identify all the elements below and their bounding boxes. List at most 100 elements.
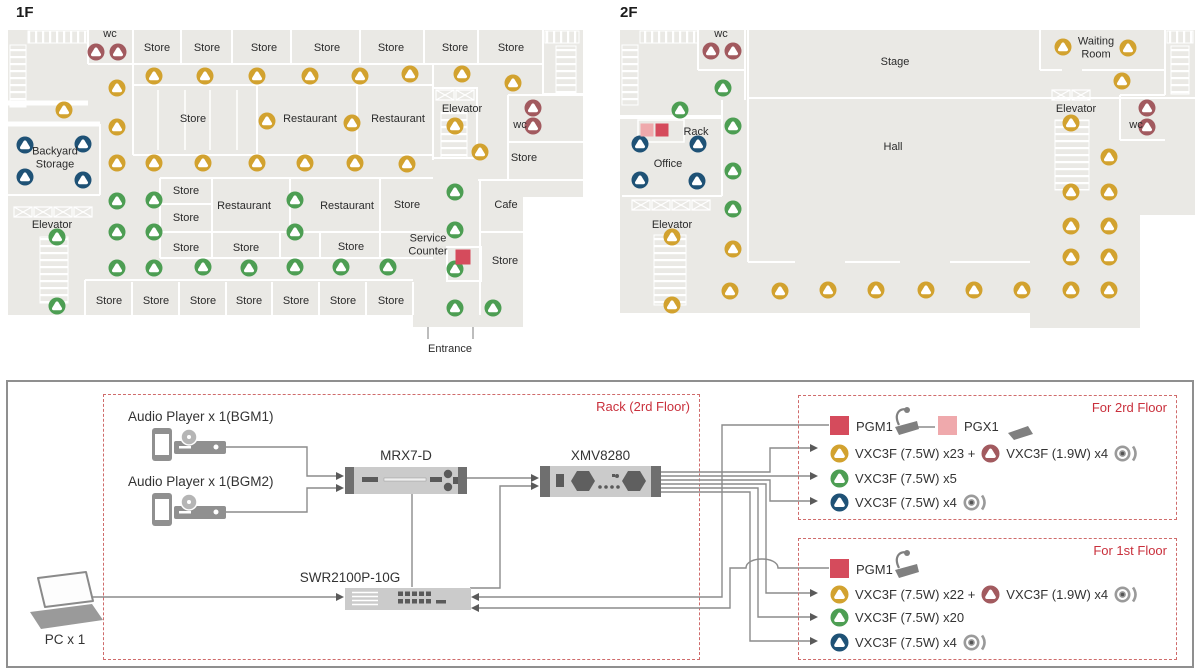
speaker-group-row: VXC3F (7.5W) x4	[799, 632, 989, 652]
speaker-icon-navy	[830, 493, 849, 511]
speaker-icon-navy	[689, 135, 707, 153]
speaker-icon-yellow	[446, 117, 464, 135]
speaker-group-row: VXC3F (7.5W) x4	[799, 492, 989, 512]
speaker-icon-yellow	[343, 114, 361, 132]
room-label: Restaurant	[283, 113, 337, 125]
floor1-title: 1F	[16, 4, 34, 21]
speaker-icon-yellow	[1013, 281, 1031, 299]
speaker-icon-yellow	[917, 281, 935, 299]
speaker-icon-yellow	[965, 281, 983, 299]
speaker-icon-green	[446, 221, 464, 239]
speaker-icon-yellow	[145, 154, 163, 172]
speaker-icon-maroon	[1138, 118, 1156, 136]
speaker-icon-navy	[74, 135, 92, 153]
rack-group-box: Rack (2rd Floor)	[103, 394, 700, 660]
speaker-icon-yellow	[1062, 248, 1080, 266]
speaker-icon-yellow	[194, 154, 212, 172]
speaker-icon-yellow	[819, 281, 837, 299]
speaker-group-label: VXC3F (7.5W) x22 +	[855, 586, 976, 602]
speaker-group-label-2: VXC3F (1.9W) x4	[1006, 445, 1109, 461]
speaker-icon-yellow	[108, 79, 126, 97]
speaker-icon-yellow	[1119, 39, 1137, 57]
room-label: Service Counter	[408, 233, 447, 258]
speaker-icon-yellow	[1100, 248, 1118, 266]
speaker-icon-yellow	[830, 444, 849, 462]
speaker-icon-yellow	[663, 296, 681, 314]
speaker-icon-green	[48, 228, 66, 246]
speaker-icon-yellow	[346, 154, 364, 172]
speaker-icon-green	[108, 192, 126, 210]
speaker-icon-yellow	[398, 155, 416, 173]
room-label: Store	[442, 42, 468, 54]
speaker-icon-green	[145, 191, 163, 209]
speaker-icon-yellow	[196, 67, 214, 85]
speaker-icon-yellow	[55, 101, 73, 119]
speaker-icon-yellow	[1100, 183, 1118, 201]
room-label: Store	[233, 242, 259, 254]
room-label: Entrance	[428, 343, 472, 355]
speaker-icon-yellow	[296, 154, 314, 172]
pc-label: PC x 1	[44, 632, 86, 647]
speaker-group-row: VXC3F (7.5W) x22 + VXC3F (1.9W) x4	[799, 584, 1140, 604]
floor2-stairs	[621, 30, 1194, 306]
room-label: wc	[713, 28, 728, 40]
speaker-icon-maroon	[87, 43, 105, 61]
desk-mic-icon	[1008, 426, 1033, 440]
speaker-icon-yellow	[663, 228, 681, 246]
swr2100p-label: SWR2100P-10G	[299, 570, 401, 585]
room-label: Store	[180, 113, 206, 125]
gooseneck-mic-icon	[895, 407, 919, 435]
floor1-walls	[8, 30, 583, 315]
speaker-icon-green	[446, 183, 464, 201]
speaker-group-row: VXC3F (7.5W) x20	[799, 607, 964, 627]
room-label: wc	[1128, 119, 1143, 131]
speaker-icon-yellow	[301, 67, 319, 85]
room-label: Elevator	[652, 219, 693, 231]
room-label: wc	[102, 28, 117, 40]
speaker-icon-navy	[16, 168, 34, 186]
for-2nd-floor-box: For 2rd Floor PGM1 PGX1 VXC3F (7.5W) x23…	[798, 395, 1177, 520]
room-label: Rack	[683, 126, 709, 138]
pgm-row-2f: PGM1 PGX1	[799, 407, 1176, 441]
pgm1-label: PGM1	[856, 562, 893, 577]
room-label: Cafe	[494, 199, 517, 211]
audio-player1-label: Audio Player x 1(BGM1)	[128, 409, 274, 424]
speaker-icon-yellow	[1054, 38, 1072, 56]
room-label: Store	[283, 295, 309, 307]
room-label: Store	[173, 185, 199, 197]
speaker-icon-yellow	[351, 67, 369, 85]
speaker-icon-maroon	[1138, 99, 1156, 117]
pgm1-square	[830, 416, 849, 435]
speaker-icon-green	[286, 191, 304, 209]
speaker-group-label: VXC3F (7.5W) x4	[855, 494, 957, 510]
speaker-icon-green	[671, 101, 689, 119]
wall-speaker-icon	[1114, 445, 1137, 461]
wall-speaker-icon	[963, 634, 986, 650]
wall-speaker-icon	[1114, 586, 1137, 602]
gooseneck-mic-icon	[895, 550, 919, 578]
room-label: Store	[394, 199, 420, 211]
speaker-icon-yellow	[1100, 148, 1118, 166]
room-label: Store	[236, 295, 262, 307]
speaker-icon-green	[724, 162, 742, 180]
speaker-icon-navy	[74, 171, 92, 189]
room-label: Store	[338, 241, 364, 253]
room-label: Waiting Room	[1078, 36, 1114, 61]
room-label: Restaurant	[371, 113, 425, 125]
speaker-icon-navy	[631, 171, 649, 189]
speaker-group-label: VXC3F (7.5W) x4	[855, 634, 957, 650]
speaker-group-row: VXC3F (7.5W) x5	[799, 468, 957, 488]
floor1-base	[8, 30, 583, 327]
speaker-icon-green	[145, 223, 163, 241]
for-1st-floor-label: For 1st Floor	[1093, 543, 1167, 558]
room-label: Store	[378, 42, 404, 54]
speaker-icon-yellow	[1100, 281, 1118, 299]
speaker-icon-green	[484, 299, 502, 317]
floor2-walls	[620, 30, 1195, 263]
speaker-icon-yellow	[401, 65, 419, 83]
speaker-group-label: VXC3F (7.5W) x5	[855, 470, 957, 486]
speaker-icon-yellow	[721, 282, 739, 300]
speaker-icon-green	[145, 259, 163, 277]
speaker-icon-navy	[830, 633, 849, 651]
speaker-icon-green	[379, 258, 397, 276]
